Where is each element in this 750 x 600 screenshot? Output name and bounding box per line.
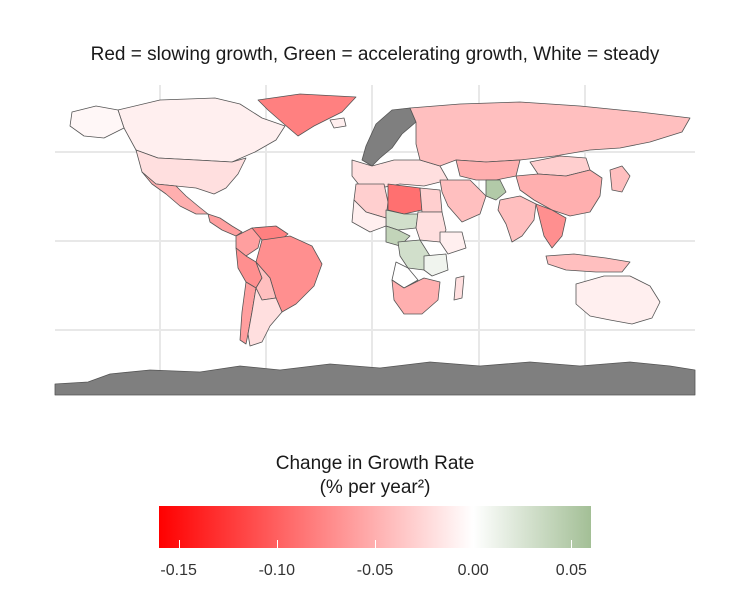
- region-india: [497, 195, 537, 243]
- region-japan: [609, 165, 631, 193]
- region-alaska: [69, 105, 125, 139]
- legend-tick-label: -0.15: [160, 562, 197, 579]
- legend-title: Change in Growth Rate (% per year²): [0, 452, 750, 500]
- legend-tick-label: -0.10: [258, 562, 296, 579]
- region-tanzania: [423, 253, 449, 277]
- region-libya: [387, 183, 423, 215]
- map-title: Red = slowing growth, Green = accelerati…: [90, 44, 660, 65]
- region-egypt: [419, 187, 443, 213]
- region-australia: [575, 275, 661, 325]
- region-argentina: [247, 287, 283, 347]
- legend-tick-label: 0.05: [555, 562, 587, 579]
- region-iceland: [329, 117, 347, 129]
- legend-tick-label: 0.00: [457, 562, 489, 579]
- legend-tick-mark: [571, 540, 573, 548]
- region-greenland: [257, 93, 357, 137]
- region-angola: [391, 261, 419, 289]
- region-madagascar: [453, 275, 465, 301]
- legend-tick-mark: [178, 540, 180, 548]
- region-scandinavia: [361, 107, 417, 167]
- legend-tick-mark: [375, 540, 376, 548]
- region-indonesia: [545, 253, 631, 273]
- region-middle-east: [439, 179, 487, 223]
- region-russia: [409, 101, 691, 167]
- region-afghanistan: [485, 179, 507, 201]
- region-antarctica: [54, 361, 696, 396]
- region-china: [515, 169, 603, 217]
- region-ethiopia: [439, 231, 467, 255]
- legend-tick-mark: [473, 540, 475, 548]
- region-central-america: [207, 213, 243, 237]
- legend-tick-mark: [276, 540, 278, 548]
- legend-tick-label: -0.05: [356, 562, 394, 579]
- region-southern-africa: [391, 277, 441, 315]
- region-central-asia: [455, 159, 521, 181]
- legend-title-line1: Change in Growth Rate: [275, 453, 475, 474]
- legend-title-line2: (% per year²): [319, 477, 431, 498]
- region-southeast-asia: [535, 203, 567, 249]
